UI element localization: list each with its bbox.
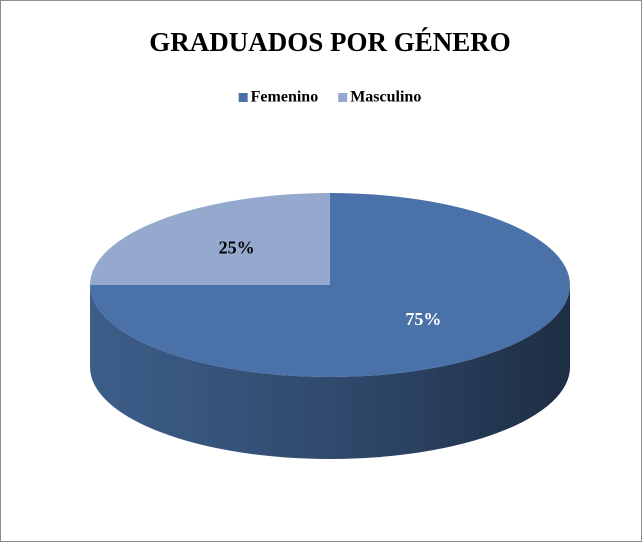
chart-title: GRADUADOS POR GÉNERO (149, 27, 511, 57)
legend-swatch (238, 93, 248, 102)
legend-label: Masculino (350, 89, 421, 106)
legend-label: Femenino (251, 89, 319, 106)
legend-swatch (338, 93, 348, 102)
pie-slice (90, 193, 330, 285)
data-label: 25% (219, 237, 255, 257)
data-label: 75% (405, 309, 441, 329)
pie-side-shade (90, 285, 570, 459)
